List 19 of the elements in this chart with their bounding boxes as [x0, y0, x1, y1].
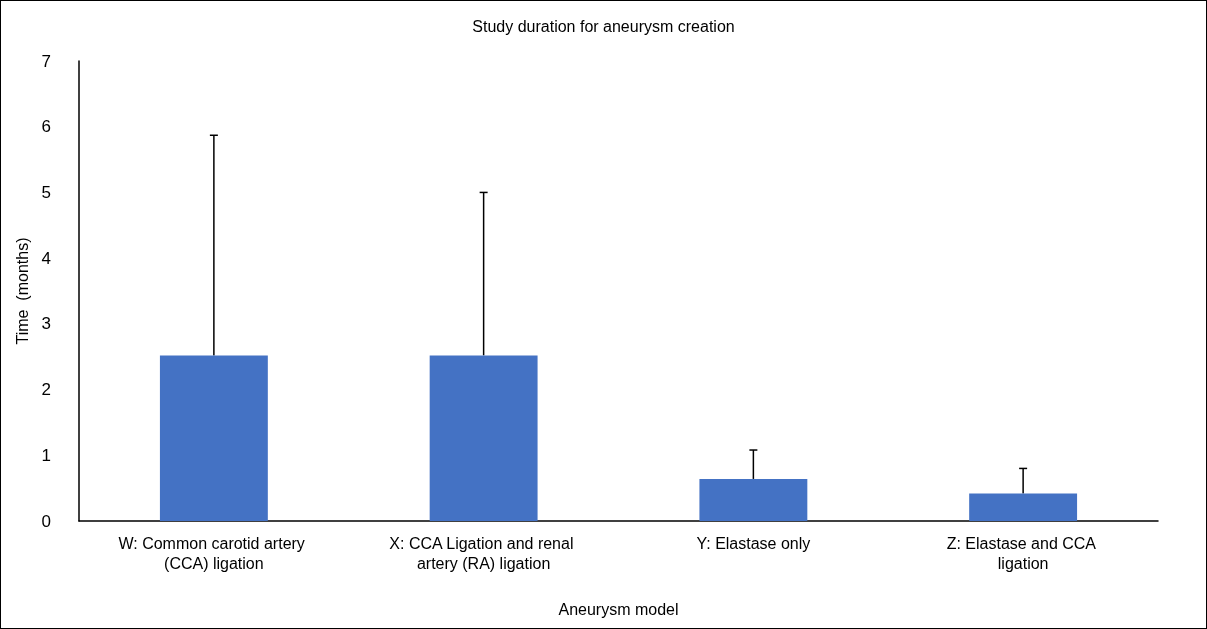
x-axis-title: Aneurysm model — [558, 600, 679, 618]
chart-title: Study duration for aneurysm creation — [472, 17, 735, 35]
y-tick-label: 5 — [41, 182, 51, 202]
y-tick-label: 3 — [41, 314, 51, 334]
bar — [699, 478, 808, 521]
y-tick-label: 0 — [41, 511, 51, 531]
y-tick-label: 4 — [41, 248, 51, 268]
bar — [159, 355, 268, 521]
y-axis-title: Time (months) — [14, 237, 32, 345]
y-tick-label: 7 — [41, 51, 51, 71]
bar — [969, 493, 1078, 521]
x-tick-label: W: Common carotid artery (CCA) ligation — [118, 534, 310, 572]
x-tick-label: X: CCA Ligation and renal artery (RA) ligation — [389, 534, 578, 572]
x-tick-label: Y: Elastase only — [696, 534, 811, 552]
x-tick-label: Z: Elastase and CCA ligation — [946, 534, 1100, 572]
y-tick-label: 6 — [41, 117, 51, 137]
y-tick-label: 2 — [41, 380, 51, 400]
y-tick-label: 1 — [41, 445, 51, 465]
bar — [429, 355, 538, 521]
